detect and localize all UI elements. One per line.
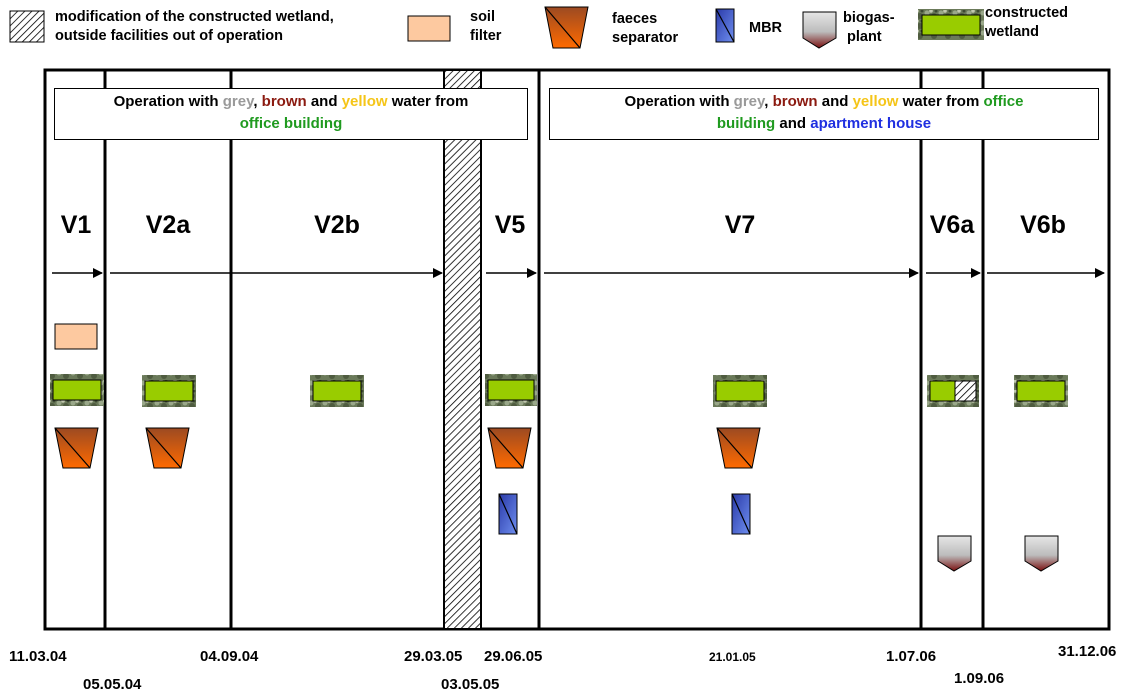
constructed-wetland-v6a xyxy=(927,375,979,407)
out-of-operation-period xyxy=(443,69,482,630)
phase-label-v5: V5 xyxy=(494,211,526,239)
faeces-separator-v7 xyxy=(716,427,761,469)
timeline-frame xyxy=(43,68,1111,631)
faeces-separator-v1 xyxy=(54,427,99,469)
faeces-separator-v5 xyxy=(487,427,532,469)
date-label: 11.03.04 xyxy=(9,648,67,665)
date-label: 05.05.04 xyxy=(83,676,142,693)
date-label: 29.03.05 xyxy=(404,648,463,665)
legend-soil-filter-icon xyxy=(407,15,451,42)
date-label: 31.12.06 xyxy=(1058,643,1117,660)
legend-constructed-wetland-label: constructed wetland xyxy=(985,5,1068,40)
legend-modification-label: modification of the constructed wetland,… xyxy=(55,9,334,44)
legend-faeces-separator-icon xyxy=(544,6,589,49)
constructed-wetland-v7 xyxy=(713,375,767,407)
date-label: 04.09.04 xyxy=(200,648,259,665)
date-label: 29.06.05 xyxy=(484,648,543,665)
legend-mbr-icon xyxy=(715,8,735,43)
phase-label-v2b: V2b xyxy=(314,211,360,239)
date-label: 1.09.06 xyxy=(954,670,1005,687)
legend-hatch-icon xyxy=(9,10,45,43)
mbr-v7 xyxy=(731,493,751,535)
date-label: 1.07.06 xyxy=(886,648,937,665)
phase-label-v6b: V6b xyxy=(1020,211,1066,239)
soil-filter-v1 xyxy=(54,323,98,350)
phase-label-v2a: V2a xyxy=(145,211,191,239)
phase-label-v1: V1 xyxy=(60,211,92,239)
biogas-plant-v6a xyxy=(937,535,972,572)
constructed-wetland-v1 xyxy=(50,374,104,406)
operation-info-box-office-apartment: Operation with grey, brown and yellow wa… xyxy=(549,88,1099,140)
phase-label-v7: V7 xyxy=(724,211,756,239)
constructed-wetland-v2a xyxy=(142,375,196,407)
operation-info-box-office: Operation with grey, brown and yellow wa… xyxy=(54,88,528,140)
legend-constructed-wetland-icon xyxy=(918,9,984,40)
phase-label-v6a: V6a xyxy=(929,211,975,239)
constructed-wetland-v5 xyxy=(485,374,537,406)
date-label: 21.01.05 xyxy=(709,650,756,664)
biogas-plant-v6b xyxy=(1024,535,1059,572)
mbr-v5 xyxy=(498,493,518,535)
constructed-wetland-v2b xyxy=(310,375,364,407)
legend-soil-filter-label: soil filter xyxy=(470,9,502,44)
legend-faeces-separator-label: faeces separator xyxy=(612,11,679,46)
legend-biogas-plant-icon xyxy=(802,11,837,49)
legend-mbr-label: MBR xyxy=(749,20,783,36)
constructed-wetland-v6b xyxy=(1014,375,1068,407)
date-label: 03.05.05 xyxy=(441,676,500,693)
legend-biogas-plant-label: biogas- plant xyxy=(843,10,895,45)
faeces-separator-v2a xyxy=(145,427,190,469)
